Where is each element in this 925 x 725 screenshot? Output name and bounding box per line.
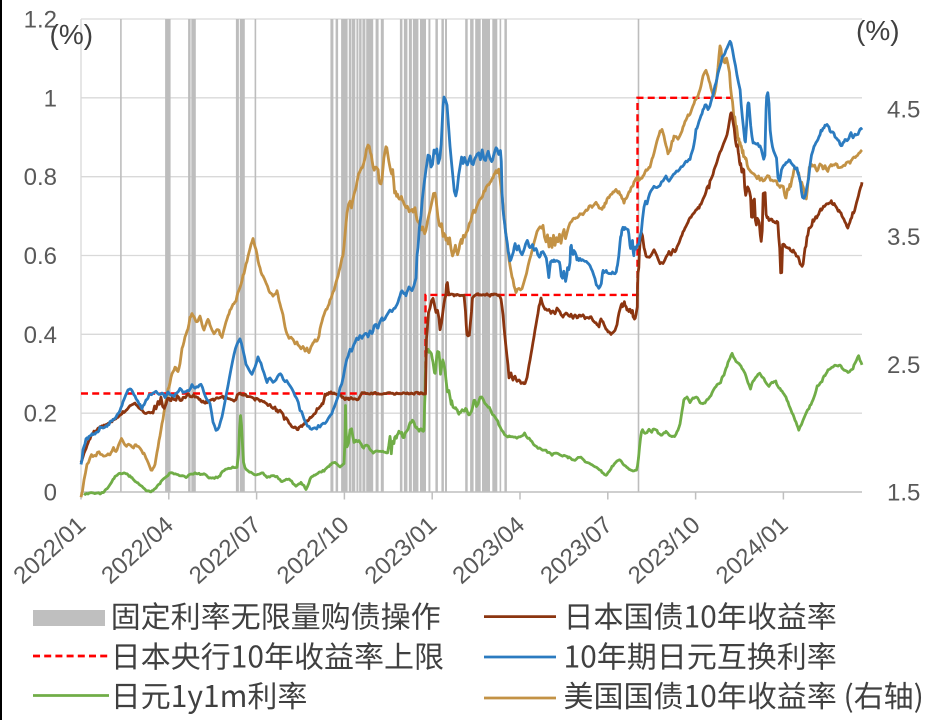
svg-text:3.5: 3.5 xyxy=(887,224,920,251)
svg-text:(%): (%) xyxy=(856,15,900,46)
svg-text:1: 1 xyxy=(44,85,57,112)
svg-text:0.6: 0.6 xyxy=(24,243,57,270)
svg-text:1.2: 1.2 xyxy=(24,7,57,34)
svg-text:0.2: 0.2 xyxy=(24,401,57,428)
svg-text:4.5: 4.5 xyxy=(887,97,920,124)
svg-text:(%): (%) xyxy=(50,19,94,50)
svg-text:0.8: 0.8 xyxy=(24,164,57,191)
svg-text:1.5: 1.5 xyxy=(887,480,920,507)
svg-text:0: 0 xyxy=(44,480,57,507)
svg-text:0.4: 0.4 xyxy=(24,322,57,349)
svg-text:2.5: 2.5 xyxy=(887,352,920,379)
